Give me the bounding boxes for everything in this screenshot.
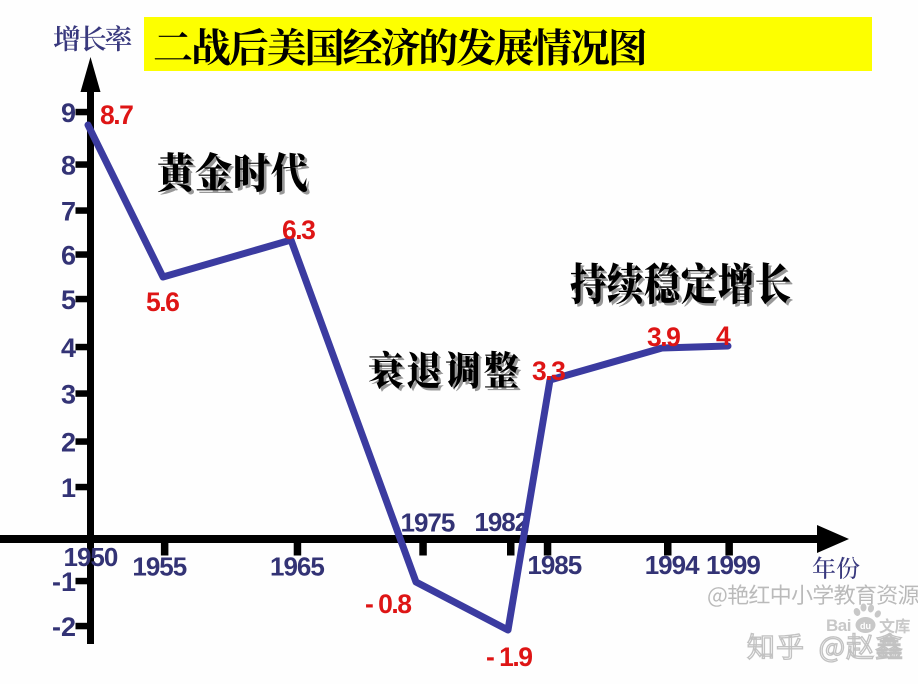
svg-text:-1: -1 — [52, 567, 76, 597]
svg-text:1950: 1950 — [64, 542, 118, 572]
svg-text:8: 8 — [61, 150, 76, 180]
svg-text:2: 2 — [61, 427, 76, 457]
svg-text:- 0.8: - 0.8 — [365, 589, 411, 619]
svg-text:1965: 1965 — [270, 552, 324, 582]
svg-text:3: 3 — [61, 379, 76, 409]
svg-text:4: 4 — [716, 321, 731, 351]
svg-text:5.6: 5.6 — [146, 287, 179, 317]
svg-text:6.3: 6.3 — [282, 215, 315, 245]
svg-text:1994: 1994 — [645, 550, 700, 580]
svg-text:du: du — [860, 621, 871, 631]
svg-text:1975: 1975 — [401, 508, 455, 538]
svg-text:8.7: 8.7 — [100, 100, 133, 130]
svg-text:1985: 1985 — [527, 550, 581, 580]
svg-text:Bai: Bai — [826, 616, 851, 635]
svg-text:4: 4 — [61, 333, 76, 363]
svg-text:1999: 1999 — [706, 550, 760, 580]
svg-text:1955: 1955 — [132, 552, 186, 582]
svg-text:9: 9 — [61, 98, 76, 128]
svg-text:3.3: 3.3 — [532, 356, 565, 386]
svg-text:1: 1 — [61, 473, 76, 503]
svg-text:6: 6 — [61, 240, 76, 270]
svg-text:3.9: 3.9 — [647, 322, 680, 352]
svg-text:1982: 1982 — [474, 507, 528, 537]
svg-text:-2: -2 — [52, 612, 76, 642]
svg-text:5: 5 — [61, 285, 76, 315]
svg-text:- 1.9: - 1.9 — [486, 642, 532, 672]
svg-text:7: 7 — [61, 196, 76, 226]
